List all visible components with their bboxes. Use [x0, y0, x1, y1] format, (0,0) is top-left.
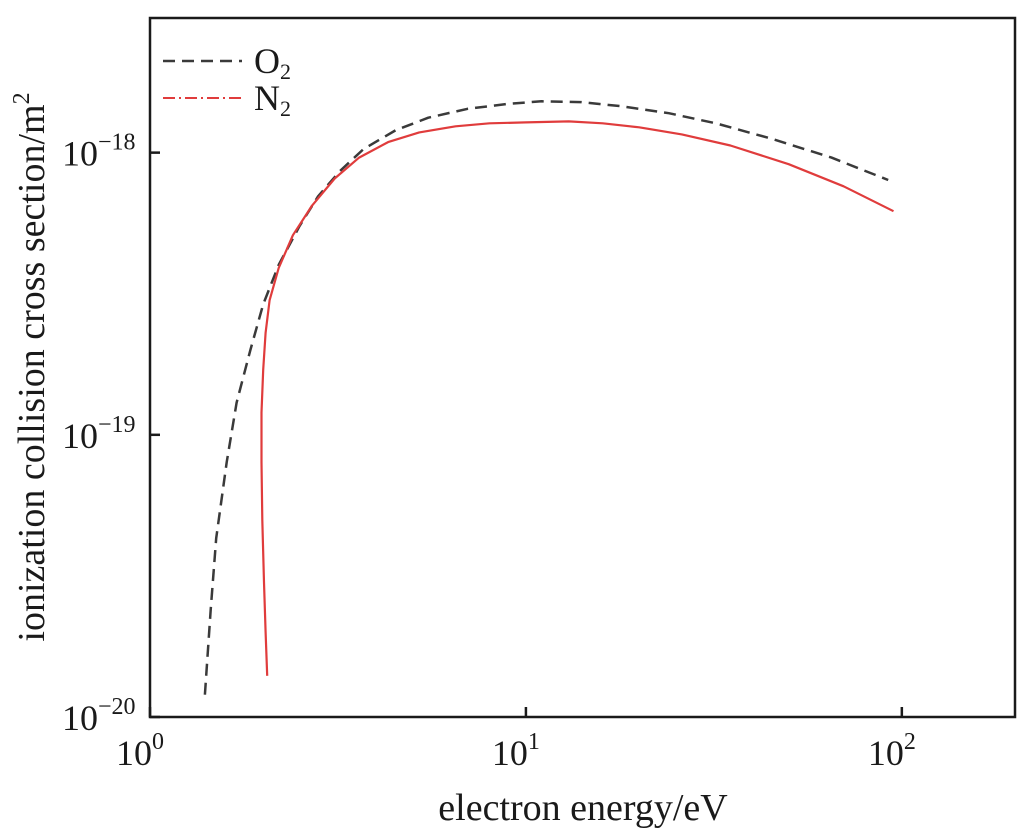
- y-tick-base: 10: [62, 134, 98, 174]
- legend: O2 N2: [163, 41, 291, 121]
- x-axis-label: electron energy/eV: [438, 787, 728, 829]
- y-axis-label: ionization collision cross section/m2: [9, 92, 53, 641]
- x-tick-label: 100: [116, 729, 164, 773]
- y-tick-base: 10: [62, 698, 98, 738]
- x-tick-exponent: 1: [528, 729, 540, 755]
- legend-o2-subscript: 2: [280, 59, 291, 84]
- y-axis-label-main: ionization collision cross section/m: [11, 104, 53, 641]
- plot-frame: [148, 16, 1017, 719]
- legend-label-n2: N2: [254, 78, 291, 121]
- legend-o2-name: O: [254, 41, 280, 81]
- y-tick-base: 10: [62, 416, 98, 456]
- y-tick-label: 10−18: [62, 130, 136, 174]
- x-axis-ticks: 100 101 102: [116, 707, 916, 773]
- series-line-o2: [203, 100, 889, 695]
- x-tick-base: 10: [492, 733, 528, 773]
- y-tick-exponent: −19: [98, 412, 136, 438]
- x-tick-base: 10: [116, 733, 152, 773]
- x-tick-label: 101: [492, 729, 540, 773]
- y-tick-label: 10−20: [62, 694, 136, 738]
- y-tick-exponent: −20: [98, 694, 136, 720]
- y-tick-label: 10−19: [62, 412, 136, 456]
- y-tick-exponent: −18: [98, 130, 136, 156]
- series-line-n2: [260, 120, 894, 676]
- legend-label-o2: O2: [254, 41, 291, 84]
- x-tick-exponent: 2: [904, 729, 916, 755]
- legend-n2-subscript: 2: [280, 96, 291, 121]
- legend-n2-name: N: [254, 78, 280, 118]
- series-layer: [203, 100, 894, 695]
- y-axis-label-superscript: 2: [9, 92, 35, 104]
- x-tick-label: 102: [868, 729, 916, 773]
- x-tick-exponent: 0: [152, 729, 164, 755]
- x-tick-base: 10: [868, 733, 904, 773]
